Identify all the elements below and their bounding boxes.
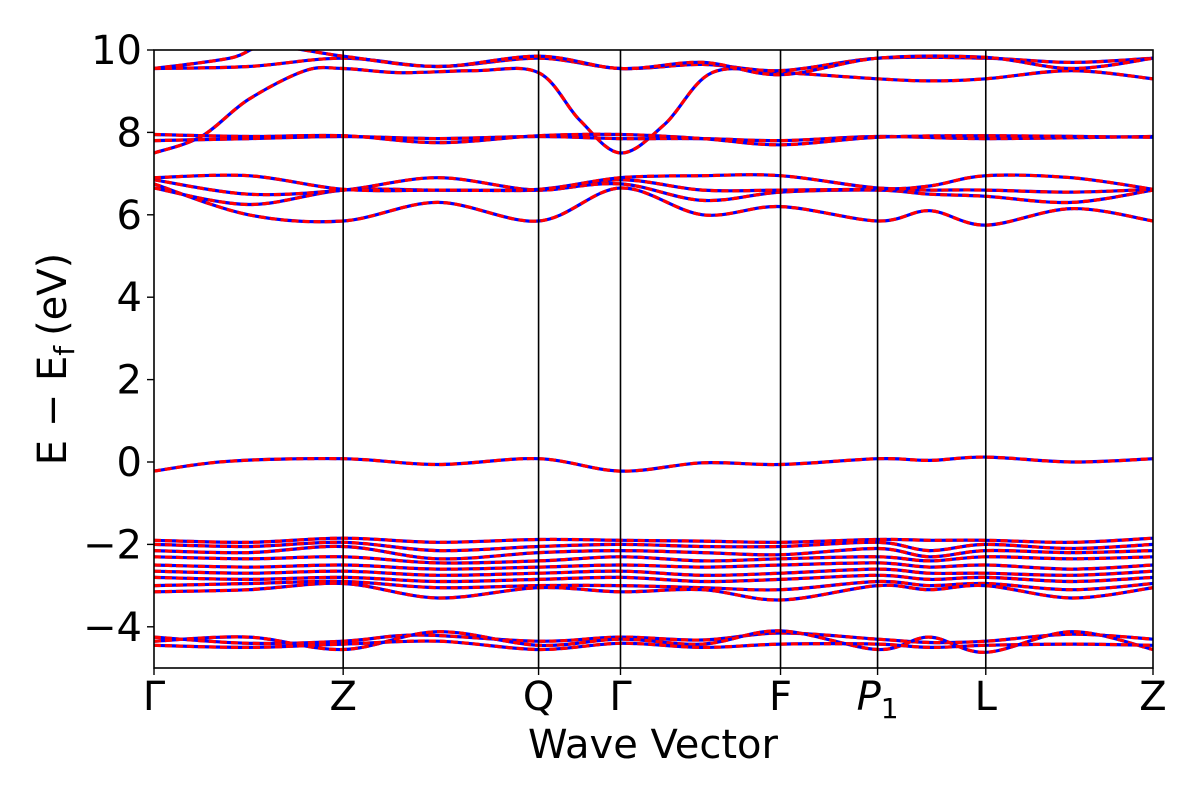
x-tick-label-0: Γ [143,674,166,720]
band-17-spin-up [154,65,1153,155]
x-tick-label-7: Z [1139,674,1166,720]
y-tick-label-2: 0 [117,440,142,486]
y-axis-label: E − Ef (eV) [30,253,81,466]
x-axis-label: Wave Vector [528,722,779,768]
y-tick-label-7: 10 [91,28,142,74]
band-9-spin-up [154,567,1153,577]
plot-frame [153,49,1154,669]
y-axis: −4 −2 0 2 4 6 8 10 [83,28,154,651]
y-axis-label-subscript: f [48,345,81,356]
x-tick-label-5: P1 [857,674,899,725]
band-8-spin-up [154,561,1153,571]
y-tick-label-1: −2 [83,522,142,568]
band-7-spin-up [154,555,1153,565]
high-symmetry-lines [342,50,987,668]
y-tick-label-0: −4 [83,605,142,651]
x-tick-label-3: Γ [609,674,632,720]
x-tick-label-1: Z [329,674,356,720]
y-axis-label-unit: (eV) [30,253,76,336]
band-15-spin-down [154,176,1153,197]
x-tick-label-6: L [975,674,998,720]
y-tick-label-5: 6 [117,193,142,239]
y-tick-label-3: 2 [117,358,142,404]
band-4-spin-up [154,536,1153,544]
y-axis-label-main: E − E [30,356,76,466]
x-axis: Γ Z Q Γ F P1 L Z [143,668,1167,725]
x-tick-label-2: Q [523,674,554,720]
y-tick-label-6: 8 [117,110,142,156]
bands-layer [154,50,1153,654]
y-tick-label-4: 4 [117,275,142,321]
x-tick-label-4: F [769,674,792,720]
